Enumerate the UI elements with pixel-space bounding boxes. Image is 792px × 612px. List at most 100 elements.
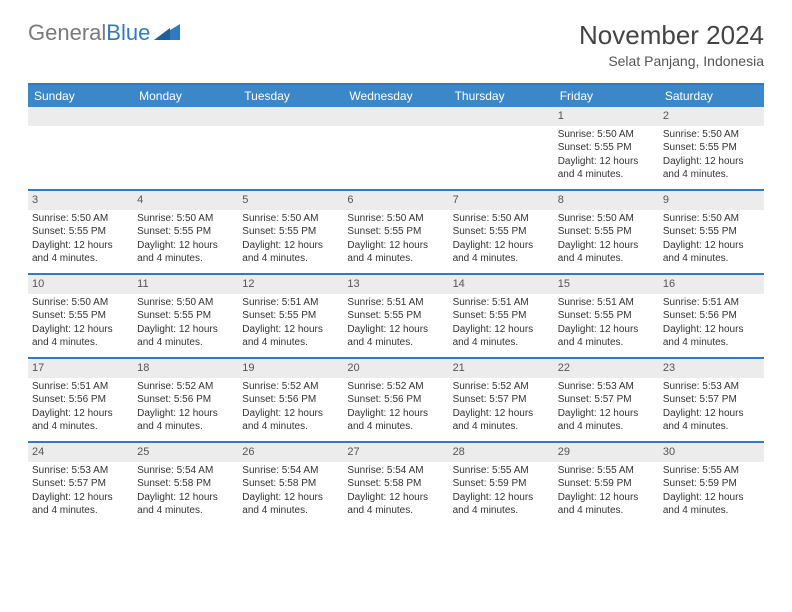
calendar-cell: 30Sunrise: 5:55 AMSunset: 5:59 PMDayligh… — [659, 443, 764, 525]
calendar-cell: 17Sunrise: 5:51 AMSunset: 5:56 PMDayligh… — [28, 359, 133, 441]
sunrise-text: Sunrise: 5:51 AM — [32, 380, 129, 394]
calendar-cell: 1Sunrise: 5:50 AMSunset: 5:55 PMDaylight… — [554, 107, 659, 189]
day-number — [133, 107, 238, 126]
calendar: SundayMondayTuesdayWednesdayThursdayFrid… — [28, 83, 764, 525]
sunrise-text: Sunrise: 5:55 AM — [453, 464, 550, 478]
day-content: Sunrise: 5:50 AMSunset: 5:55 PMDaylight:… — [28, 294, 133, 354]
day-number: 2 — [659, 107, 764, 126]
day-content: Sunrise: 5:54 AMSunset: 5:58 PMDaylight:… — [133, 462, 238, 522]
sunrise-text: Sunrise: 5:52 AM — [242, 380, 339, 394]
sunrise-text: Sunrise: 5:51 AM — [242, 296, 339, 310]
day-header: Monday — [133, 85, 238, 107]
day-number: 24 — [28, 443, 133, 462]
week-row: 3Sunrise: 5:50 AMSunset: 5:55 PMDaylight… — [28, 189, 764, 273]
calendar-cell: 14Sunrise: 5:51 AMSunset: 5:55 PMDayligh… — [449, 275, 554, 357]
daylight-text: Daylight: 12 hours and 4 minutes. — [32, 491, 129, 518]
sunrise-text: Sunrise: 5:55 AM — [663, 464, 760, 478]
day-number: 22 — [554, 359, 659, 378]
calendar-cell: 20Sunrise: 5:52 AMSunset: 5:56 PMDayligh… — [343, 359, 448, 441]
sunset-text: Sunset: 5:56 PM — [347, 393, 444, 407]
sunrise-text: Sunrise: 5:50 AM — [32, 296, 129, 310]
sunrise-text: Sunrise: 5:50 AM — [347, 212, 444, 226]
daylight-text: Daylight: 12 hours and 4 minutes. — [558, 491, 655, 518]
daylight-text: Daylight: 12 hours and 4 minutes. — [242, 491, 339, 518]
day-number: 15 — [554, 275, 659, 294]
day-content: Sunrise: 5:51 AMSunset: 5:55 PMDaylight:… — [238, 294, 343, 354]
day-content: Sunrise: 5:54 AMSunset: 5:58 PMDaylight:… — [343, 462, 448, 522]
day-number: 18 — [133, 359, 238, 378]
day-content: Sunrise: 5:50 AMSunset: 5:55 PMDaylight:… — [554, 126, 659, 186]
calendar-cell: 12Sunrise: 5:51 AMSunset: 5:55 PMDayligh… — [238, 275, 343, 357]
calendar-cell: 29Sunrise: 5:55 AMSunset: 5:59 PMDayligh… — [554, 443, 659, 525]
sunset-text: Sunset: 5:55 PM — [663, 141, 760, 155]
sunrise-text: Sunrise: 5:50 AM — [137, 212, 234, 226]
day-number — [343, 107, 448, 126]
daylight-text: Daylight: 12 hours and 4 minutes. — [663, 155, 760, 182]
sunset-text: Sunset: 5:59 PM — [558, 477, 655, 491]
daylight-text: Daylight: 12 hours and 4 minutes. — [558, 239, 655, 266]
daylight-text: Daylight: 12 hours and 4 minutes. — [558, 155, 655, 182]
calendar-cell: 3Sunrise: 5:50 AMSunset: 5:55 PMDaylight… — [28, 191, 133, 273]
daylight-text: Daylight: 12 hours and 4 minutes. — [32, 323, 129, 350]
sunset-text: Sunset: 5:55 PM — [558, 309, 655, 323]
sunrise-text: Sunrise: 5:50 AM — [32, 212, 129, 226]
calendar-cell — [28, 107, 133, 189]
weeks-container: 1Sunrise: 5:50 AMSunset: 5:55 PMDaylight… — [28, 107, 764, 525]
calendar-cell: 25Sunrise: 5:54 AMSunset: 5:58 PMDayligh… — [133, 443, 238, 525]
day-number: 1 — [554, 107, 659, 126]
day-number: 6 — [343, 191, 448, 210]
sunset-text: Sunset: 5:59 PM — [453, 477, 550, 491]
sunset-text: Sunset: 5:58 PM — [347, 477, 444, 491]
day-header-row: SundayMondayTuesdayWednesdayThursdayFrid… — [28, 85, 764, 107]
day-content: Sunrise: 5:52 AMSunset: 5:56 PMDaylight:… — [238, 378, 343, 438]
calendar-cell: 19Sunrise: 5:52 AMSunset: 5:56 PMDayligh… — [238, 359, 343, 441]
calendar-cell: 23Sunrise: 5:53 AMSunset: 5:57 PMDayligh… — [659, 359, 764, 441]
sunrise-text: Sunrise: 5:53 AM — [558, 380, 655, 394]
day-number: 16 — [659, 275, 764, 294]
header: GeneralBlue November 2024 Selat Panjang,… — [28, 20, 764, 69]
day-number: 25 — [133, 443, 238, 462]
day-number: 20 — [343, 359, 448, 378]
sunrise-text: Sunrise: 5:50 AM — [663, 212, 760, 226]
daylight-text: Daylight: 12 hours and 4 minutes. — [558, 323, 655, 350]
sunrise-text: Sunrise: 5:50 AM — [558, 128, 655, 142]
calendar-cell — [133, 107, 238, 189]
day-number: 11 — [133, 275, 238, 294]
day-content: Sunrise: 5:51 AMSunset: 5:56 PMDaylight:… — [659, 294, 764, 354]
sunrise-text: Sunrise: 5:50 AM — [453, 212, 550, 226]
day-content: Sunrise: 5:50 AMSunset: 5:55 PMDaylight:… — [238, 210, 343, 270]
day-content: Sunrise: 5:50 AMSunset: 5:55 PMDaylight:… — [659, 126, 764, 186]
sunrise-text: Sunrise: 5:53 AM — [663, 380, 760, 394]
day-content: Sunrise: 5:51 AMSunset: 5:55 PMDaylight:… — [449, 294, 554, 354]
sunset-text: Sunset: 5:56 PM — [32, 393, 129, 407]
sunrise-text: Sunrise: 5:50 AM — [558, 212, 655, 226]
calendar-cell: 21Sunrise: 5:52 AMSunset: 5:57 PMDayligh… — [449, 359, 554, 441]
sunrise-text: Sunrise: 5:54 AM — [137, 464, 234, 478]
sunrise-text: Sunrise: 5:52 AM — [347, 380, 444, 394]
calendar-cell: 16Sunrise: 5:51 AMSunset: 5:56 PMDayligh… — [659, 275, 764, 357]
day-header: Friday — [554, 85, 659, 107]
sunset-text: Sunset: 5:55 PM — [32, 225, 129, 239]
day-number: 27 — [343, 443, 448, 462]
sunset-text: Sunset: 5:55 PM — [347, 309, 444, 323]
sunrise-text: Sunrise: 5:52 AM — [453, 380, 550, 394]
calendar-cell: 27Sunrise: 5:54 AMSunset: 5:58 PMDayligh… — [343, 443, 448, 525]
day-number — [238, 107, 343, 126]
sunset-text: Sunset: 5:57 PM — [558, 393, 655, 407]
daylight-text: Daylight: 12 hours and 4 minutes. — [347, 239, 444, 266]
week-row: 10Sunrise: 5:50 AMSunset: 5:55 PMDayligh… — [28, 273, 764, 357]
day-number: 3 — [28, 191, 133, 210]
calendar-cell: 4Sunrise: 5:50 AMSunset: 5:55 PMDaylight… — [133, 191, 238, 273]
daylight-text: Daylight: 12 hours and 4 minutes. — [32, 407, 129, 434]
day-content: Sunrise: 5:50 AMSunset: 5:55 PMDaylight:… — [554, 210, 659, 270]
daylight-text: Daylight: 12 hours and 4 minutes. — [137, 491, 234, 518]
sunset-text: Sunset: 5:57 PM — [32, 477, 129, 491]
daylight-text: Daylight: 12 hours and 4 minutes. — [558, 407, 655, 434]
sunrise-text: Sunrise: 5:53 AM — [32, 464, 129, 478]
sunset-text: Sunset: 5:55 PM — [32, 309, 129, 323]
sunset-text: Sunset: 5:55 PM — [663, 225, 760, 239]
sunset-text: Sunset: 5:58 PM — [242, 477, 339, 491]
logo-text-blue: Blue — [106, 20, 150, 46]
sunset-text: Sunset: 5:55 PM — [242, 309, 339, 323]
sunrise-text: Sunrise: 5:51 AM — [453, 296, 550, 310]
